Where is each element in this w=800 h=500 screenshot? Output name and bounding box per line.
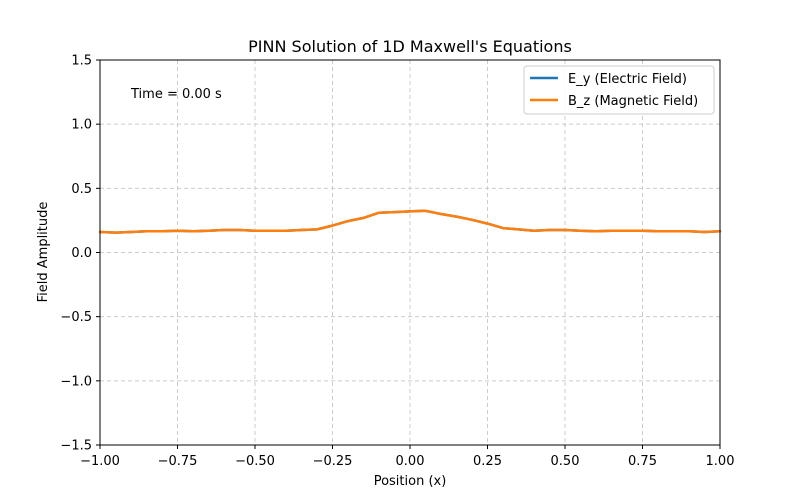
x-tick-label: −1.00 bbox=[80, 454, 120, 469]
legend-box bbox=[523, 65, 715, 115]
legend-label-ey: E_y (Electric Field) bbox=[568, 72, 687, 87]
y-tick-label: −1.5 bbox=[60, 439, 92, 454]
series-line-bz bbox=[98, 209, 722, 234]
x-tick-label: −0.25 bbox=[313, 454, 353, 469]
legend: E_y (Electric Field) B_z (Magnetic Field… bbox=[523, 65, 715, 115]
y-tick-label: 1.5 bbox=[71, 54, 92, 69]
x-tick-label: 0.25 bbox=[473, 454, 502, 469]
y-axis-label: Field Amplitude bbox=[36, 202, 51, 303]
legend-label-bz: B_z (Magnetic Field) bbox=[568, 94, 698, 109]
x-tick-label: 0.75 bbox=[628, 454, 657, 469]
y-tick-label: 0.5 bbox=[71, 182, 92, 197]
y-tick-label: −0.5 bbox=[60, 310, 92, 325]
tick-group: −1.00 −0.75 −0.50 −0.25 0.00 0.25 0.50 0.75 1.00… bbox=[60, 54, 734, 470]
x-tick-label: 0.00 bbox=[396, 454, 425, 469]
x-tick-label: −0.75 bbox=[158, 454, 198, 469]
time-annotation: Time = 0.00 s bbox=[130, 87, 222, 102]
y-tick-label: −1.0 bbox=[60, 374, 92, 389]
y-tick-label: 1.0 bbox=[71, 118, 92, 133]
chart-title: PINN Solution of 1D Maxwell's Equations bbox=[248, 37, 572, 56]
x-tick-label: 0.50 bbox=[551, 454, 580, 469]
x-tick-label: 1.00 bbox=[706, 454, 735, 469]
x-tick-label: −0.50 bbox=[235, 454, 275, 469]
series-group bbox=[98, 209, 722, 234]
y-tick-label: 0.0 bbox=[71, 246, 92, 261]
x-axis-label: Position (x) bbox=[374, 474, 447, 489]
